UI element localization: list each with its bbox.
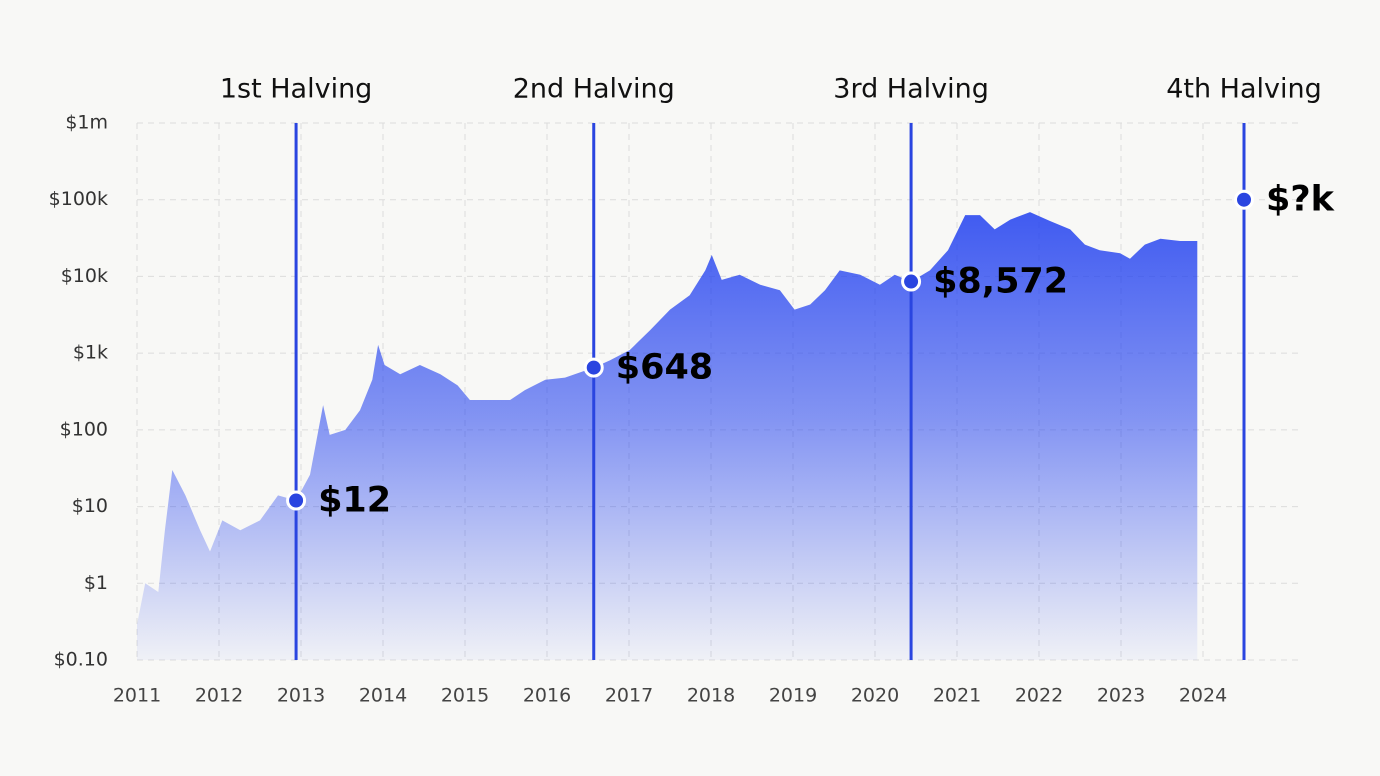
y-tick-label: $10k (61, 265, 108, 287)
x-tick-label: 2022 (1015, 685, 1063, 707)
halving-value: $12 (318, 480, 391, 520)
y-tick-label: $0.10 (54, 649, 108, 671)
halving-point (286, 490, 307, 511)
x-tick-label: 2013 (277, 685, 325, 707)
x-tick-label: 2021 (933, 685, 981, 707)
halving-label: 2nd Halving (513, 74, 675, 105)
y-tick-label: $100 (60, 418, 108, 440)
y-tick-label: $1k (73, 342, 108, 364)
x-tick-label: 2011 (113, 685, 161, 707)
x-tick-label: 2016 (523, 685, 571, 707)
halving-value: $8,572 (933, 262, 1068, 302)
halving-value: $?k (1266, 180, 1335, 220)
halving-label: 1st Halving (220, 74, 373, 105)
x-tick-label: 2012 (195, 685, 243, 707)
x-tick-label: 2018 (687, 685, 735, 707)
x-tick-label: 2020 (851, 685, 899, 707)
halving-point (583, 357, 604, 378)
x-tick-label: 2017 (605, 685, 653, 707)
x-tick-label: 2014 (359, 685, 407, 707)
price-area (137, 212, 1198, 660)
y-tick-label: $10 (72, 495, 108, 517)
halving-point (901, 271, 922, 292)
halving-label: 3rd Halving (833, 74, 989, 105)
x-tick-label: 2019 (769, 685, 817, 707)
y-tick-label: $100k (49, 188, 108, 210)
y-tick-label: $1m (65, 112, 108, 134)
x-tick-label: 2015 (441, 685, 489, 707)
x-tick-label: 2023 (1097, 685, 1145, 707)
halving-point (1234, 189, 1254, 210)
halving-label: 4th Halving (1166, 74, 1322, 105)
x-tick-label: 2024 (1179, 685, 1227, 707)
y-tick-label: $1 (84, 572, 108, 594)
halving-value: $648 (616, 348, 713, 388)
